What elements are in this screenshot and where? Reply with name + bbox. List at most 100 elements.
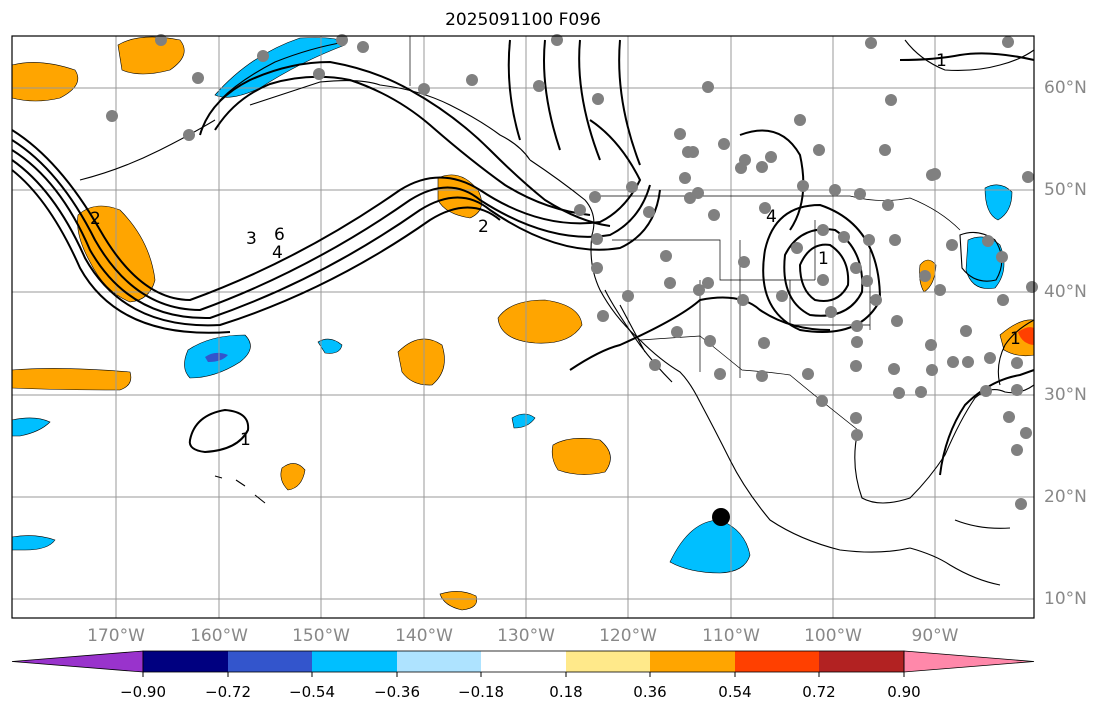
gray-dot-icon	[947, 356, 959, 368]
orange-blob-bering	[11, 62, 79, 102]
lat-tick-label: 40°N	[1044, 282, 1087, 302]
gray-dot-icon	[851, 429, 863, 441]
gray-dot-icon	[1011, 444, 1023, 456]
gray-dot-icon	[984, 352, 996, 364]
gray-dot-icon	[759, 202, 771, 214]
gray-dot-icon	[649, 359, 661, 371]
gray-dot-icon	[758, 337, 770, 349]
gray-dot-icon	[687, 146, 699, 158]
contour-southwest-ridge	[569, 296, 831, 371]
gray-dot-icon	[574, 204, 586, 216]
gray-dot-icon	[693, 284, 705, 296]
orange-blob-kamchatka	[117, 36, 185, 75]
contour-label: 1	[240, 430, 251, 450]
gray-dot-icon	[865, 37, 877, 49]
lat-tick-label: 10°N	[1044, 589, 1087, 609]
contour-5	[11, 169, 231, 334]
gray-dot-icon	[1026, 281, 1038, 293]
lon-tick-label: 140°W	[395, 626, 453, 646]
gray-dot-icon	[591, 262, 603, 274]
gray-dot-icon	[589, 191, 601, 203]
gray-dot-icon	[885, 94, 897, 106]
map-border	[11, 35, 1035, 619]
gray-dot-icon	[1020, 427, 1032, 439]
gray-dot-icon	[1011, 384, 1023, 396]
cyan-blob-hudson	[984, 184, 1013, 221]
gray-dot-icon	[660, 250, 672, 262]
contour-isolated	[188, 408, 250, 454]
colorbar-tick-label: −0.90	[120, 683, 166, 701]
gray-dot-icon	[533, 80, 545, 92]
gray-dot-icon	[671, 326, 683, 338]
station-markers	[106, 34, 1038, 510]
contour-north-trough	[507, 39, 641, 166]
lon-tick-label: 110°W	[702, 626, 760, 646]
gray-dot-icon	[863, 234, 875, 246]
lon-tick-label: 150°W	[292, 626, 350, 646]
gray-dot-icon	[919, 270, 931, 282]
contour-label: 2	[90, 209, 101, 229]
gray-dot-icon	[664, 277, 676, 289]
colorbar-tick-label: 0.18	[549, 683, 583, 701]
orange-blob-central-pac	[397, 338, 445, 386]
colorbar-tick-label: −0.54	[289, 683, 335, 701]
orange-blob-hawaii-ne	[551, 438, 611, 475]
lat-tick-label: 20°N	[1044, 487, 1087, 507]
gray-dot-icon	[192, 72, 204, 84]
coast-mexico-west	[699, 401, 911, 553]
contour-label: 1	[818, 249, 829, 269]
gray-dot-icon	[850, 412, 862, 424]
cyan-blob-storm	[669, 519, 751, 574]
gray-dot-icon	[466, 74, 478, 86]
gray-dot-icon	[313, 68, 325, 80]
gray-dot-icon	[882, 199, 894, 211]
gray-dot-icon	[257, 50, 269, 62]
gray-dot-icon	[756, 370, 768, 382]
gray-dot-icon	[622, 290, 634, 302]
lat-tick-label: 30°N	[1044, 385, 1087, 405]
coast-baja	[604, 289, 673, 383]
coast-central-america	[909, 519, 1011, 586]
anomaly-shading	[11, 36, 1035, 611]
contour-4	[11, 159, 501, 327]
contour-label: 3	[246, 229, 257, 249]
contour-label: 2	[478, 217, 489, 237]
gray-dot-icon	[704, 335, 716, 347]
orange-blob-hawaii-w	[280, 463, 306, 491]
gray-dot-icon	[838, 231, 850, 243]
gray-dot-icon	[702, 277, 714, 289]
gray-dot-icon	[960, 325, 972, 337]
gray-dot-icon	[817, 274, 829, 286]
gray-dot-icon	[934, 284, 946, 296]
coast-bc-to-baja	[529, 159, 701, 403]
coast-gulf-mexico	[854, 384, 1035, 504]
gray-dot-icon	[1022, 171, 1034, 183]
gray-dot-icon	[1015, 498, 1027, 510]
lat-tick-label: 60°N	[1044, 78, 1087, 98]
contour-label: 1	[1010, 329, 1021, 349]
lon-tick-label: 170°W	[87, 626, 145, 646]
gray-dot-icon	[592, 93, 604, 105]
gray-dot-icon	[1003, 411, 1015, 423]
gray-dot-icon	[626, 181, 638, 193]
coast-hudson	[904, 39, 1035, 71]
gray-dot-icon	[708, 209, 720, 221]
gray-dot-icon	[925, 339, 937, 351]
map-title: 2025091100 F096	[445, 10, 601, 30]
gray-dot-icon	[106, 110, 118, 122]
lon-tick-label: 100°W	[804, 626, 862, 646]
gray-dot-icon	[737, 294, 749, 306]
contour-label: 4	[766, 207, 777, 227]
orange-blob-east-pac	[497, 299, 583, 344]
gray-dot-icon	[591, 233, 603, 245]
contour-upper-ridge-2	[214, 75, 591, 216]
gray-dot-icon	[692, 187, 704, 199]
coast-east	[997, 319, 1035, 386]
colorbar-tick-label: 0.72	[802, 683, 836, 701]
gray-dot-icon	[155, 34, 167, 46]
gray-dot-icon	[850, 360, 862, 372]
gray-dot-icon	[982, 235, 994, 247]
gray-dot-icon	[794, 114, 806, 126]
contour-label: 6	[274, 225, 285, 245]
